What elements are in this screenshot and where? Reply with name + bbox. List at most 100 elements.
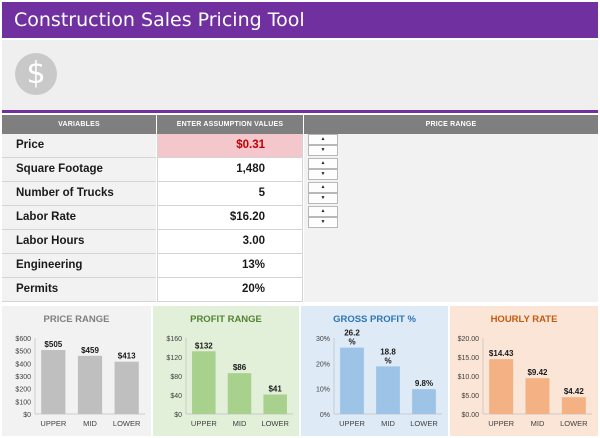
variable-label-square-footage: Square Footage [2,158,156,182]
bar [489,359,514,414]
y-tick-label: $0.00 [461,412,479,419]
hourly-rate-chart-plot: $20.00 $15.00 $10.00 $5.00 $0.00 $14.43 UPPER $… [458,336,592,428]
spin-down-icon[interactable]: ▼ [308,145,338,156]
data-label: $41 [268,385,282,394]
spin-down-icon[interactable]: ▼ [308,217,338,228]
bar [192,351,216,414]
bar [41,350,66,414]
chart-title: PRICE RANGE [43,314,110,325]
y-tick-label: $160 [166,336,182,343]
data-label: $4.42 [564,387,585,396]
y-tick-label: $80 [170,374,182,381]
data-label: $86 [233,363,247,372]
y-tick-label: 10% [316,387,330,394]
hourly-rate-chart: HOURLY RATE $20.00 $15.00 $10.00 $5.00 $0.00… [450,306,598,436]
number-of-trucks-spinner[interactable]: ▲ ▼ [308,182,338,205]
category-label: UPPER [191,419,217,428]
spin-down-icon[interactable]: ▼ [308,193,338,204]
data-label: $132 [195,341,213,350]
gross-profit-chart-plot: 30% 20% 10% 0% 26.2 % UPPER 18.8 % MID 9.8% LOWER [316,329,442,428]
y-tick-label: $10.00 [458,374,480,381]
category-label: MID [233,419,247,428]
dollar-icon: $ [15,53,57,95]
bar [412,389,436,414]
category-label: LOWER [410,419,438,428]
price-range-area [304,134,598,302]
category-label: LOWER [261,419,289,428]
square-footage-spinner[interactable]: ▲ ▼ [308,158,338,181]
labor-rate-spinner[interactable]: ▲ ▼ [308,206,338,229]
variable-label-number-of-trucks: Number of Trucks [2,182,156,206]
variables-header: VARIABLES [2,115,156,134]
variable-label-labor-hours: Labor Hours [2,230,156,254]
variable-label-labor-rate: Labor Rate [2,206,156,230]
price-range-header: PRICE RANGE [304,115,598,134]
data-label: $505 [44,340,62,349]
chart-title: GROSS PROFIT % [333,314,416,325]
category-label: UPPER [488,419,514,428]
app-title: Construction Sales Pricing Tool [14,9,305,31]
y-tick-label: $200 [15,387,31,394]
y-tick-label: 20% [316,361,330,368]
data-label: $14.43 [489,349,514,358]
spin-up-icon[interactable]: ▲ [308,158,338,169]
y-tick-label: $40 [170,393,182,400]
category-label: UPPER [40,419,66,428]
chart-title: HOURLY RATE [490,314,558,325]
variable-label-price: Price [2,134,156,158]
chart-title: PROFIT RANGE [190,314,262,325]
bar [340,347,364,414]
y-tick-label: 0% [320,412,330,419]
category-label: LOWER [113,419,141,428]
bar [227,373,252,414]
category-label: MID [531,419,545,428]
labor-rate-input[interactable]: $16.20 [157,206,303,230]
number-of-trucks-input[interactable]: 5 [157,182,303,206]
y-tick-label: $100 [15,399,31,406]
variable-label-engineering: Engineering [2,254,156,278]
y-tick-label: $5.00 [461,393,479,400]
price-spinner[interactable]: ▲ ▼ [308,134,338,157]
gross-profit-chart: GROSS PROFIT % 30% 20% 10% 0% 26.2% UPPER 18.8… [301,306,448,436]
category-label: LOWER [560,419,588,428]
category-label: MID [381,419,395,428]
spin-up-icon[interactable]: ▲ [308,182,338,193]
assumption-values-header: ENTER ASSUMPTION VALUES [157,115,303,134]
permits-input[interactable]: 20% [157,278,303,302]
spin-up-icon[interactable]: ▲ [308,134,338,145]
y-tick-label: $500 [15,349,31,356]
data-label: $413 [118,352,136,361]
price-input[interactable]: $0.31 [157,134,303,158]
y-tick-label: $0 [174,412,182,419]
bar [376,366,400,414]
category-label: UPPER [339,419,365,428]
y-tick-label: $300 [15,374,31,381]
y-tick-label: $15.00 [458,355,480,362]
engineering-input[interactable]: 13% [157,254,303,278]
variable-label-permits: Permits [2,278,156,302]
logo-band: $ [2,40,598,110]
spin-up-icon[interactable]: ▲ [308,206,338,217]
y-tick-label: 30% [316,336,330,343]
data-label: 18.8% [380,347,396,365]
bar [114,361,139,414]
y-tick-label: $20.00 [458,336,480,343]
bar [525,378,550,414]
y-tick-label: $120 [166,355,182,362]
category-label: MID [83,419,97,428]
labor-hours-input[interactable]: 3.00 [157,230,303,254]
price-range-chart: PRICE RANGE $600 $500 $400 $300 $200 $100 $0 $5… [2,306,151,436]
y-tick-label: $400 [15,361,31,368]
profit-range-chart-plot: $160 $120 $80 $40 $0 $132 UPPER $86 MID $41 LOWER [166,336,293,428]
profit-range-chart: PROFIT RANGE $160 $120 $80 $40 $0 $132 UPPER $8… [153,306,299,436]
data-label: $9.42 [527,368,548,377]
data-label: $459 [81,346,99,355]
bar [263,394,287,414]
bar [77,355,103,414]
y-tick-label: $600 [15,336,31,343]
y-tick-label: $0 [23,412,31,419]
bar [561,397,586,414]
header-divider [2,110,598,113]
square-footage-input[interactable]: 1,480 [157,158,303,182]
spin-down-icon[interactable]: ▼ [308,169,338,180]
